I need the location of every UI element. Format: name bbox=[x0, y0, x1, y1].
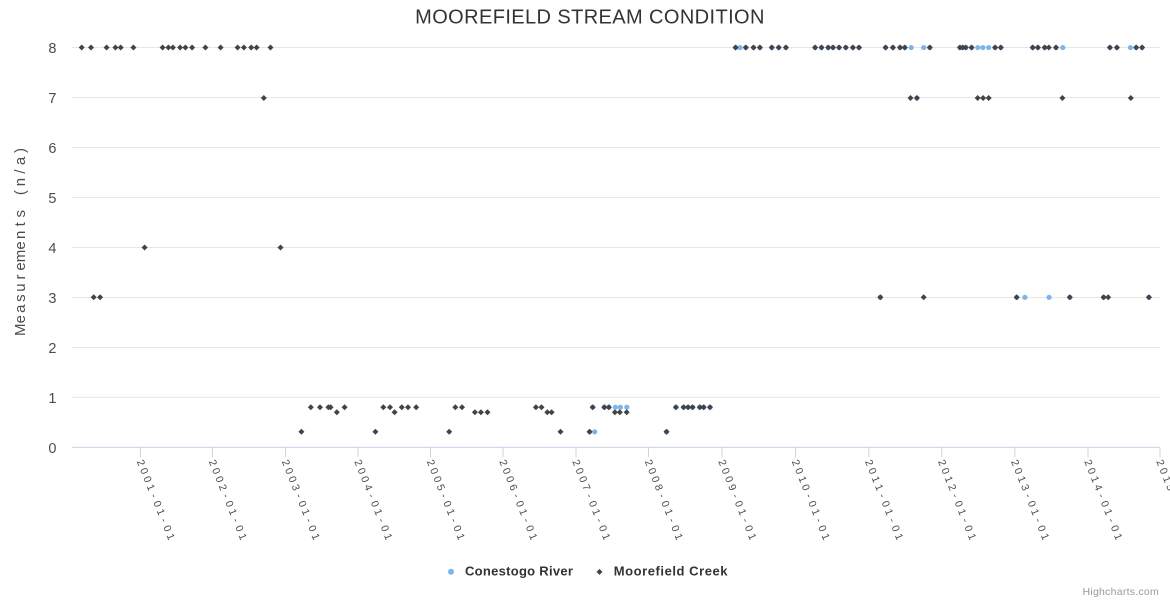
svg-text:MOOREFIELD STREAM CONDITION: MOOREFIELD STREAM CONDITION bbox=[415, 7, 765, 29]
svg-text:Measurements (n/a): Measurements (n/a) bbox=[12, 148, 29, 336]
svg-text:6: 6 bbox=[48, 141, 56, 157]
svg-text:0: 0 bbox=[48, 441, 56, 457]
svg-text:2: 2 bbox=[48, 341, 56, 357]
svg-text:1: 1 bbox=[48, 391, 56, 407]
svg-text:Conestogo River: Conestogo River bbox=[465, 564, 573, 579]
svg-text:3: 3 bbox=[48, 291, 56, 307]
svg-text:5: 5 bbox=[48, 191, 56, 207]
svg-text:4: 4 bbox=[48, 241, 56, 257]
svg-text:Highcharts.com: Highcharts.com bbox=[1083, 586, 1159, 598]
svg-text:Moorefield Creek: Moorefield Creek bbox=[614, 564, 728, 579]
svg-text:8: 8 bbox=[48, 41, 56, 57]
svg-text:7: 7 bbox=[48, 91, 56, 107]
